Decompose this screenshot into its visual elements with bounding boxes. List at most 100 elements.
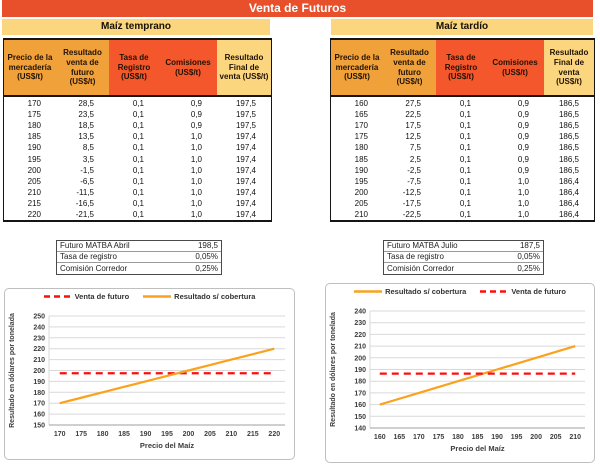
table-cell[interactable]: 186,5 <box>558 165 579 175</box>
table-cell[interactable]: 0,9 <box>517 154 529 164</box>
param-value[interactable]: 0,05% <box>517 252 540 261</box>
table-cell[interactable]: 1,0 <box>190 198 202 208</box>
table-cell[interactable]: -22,5 <box>402 209 421 219</box>
table-cell[interactable]: 1,0 <box>517 187 529 197</box>
table-cell[interactable]: 1,0 <box>190 143 202 153</box>
table-cell[interactable]: 200 <box>27 165 41 175</box>
table-cell[interactable]: 195 <box>354 176 368 186</box>
table-cell[interactable]: 195 <box>27 154 41 164</box>
table-cell[interactable]: 197,4 <box>235 176 256 186</box>
table-cell[interactable]: 185 <box>27 132 41 142</box>
table-cell[interactable]: 1,0 <box>190 187 202 197</box>
param-value[interactable]: 0,25% <box>517 263 540 273</box>
table-cell[interactable]: 190 <box>354 165 368 175</box>
table-cell[interactable]: 0,1 <box>132 154 144 164</box>
table-cell[interactable]: 0,1 <box>132 121 144 131</box>
table-cell[interactable]: 0,1 <box>132 143 144 153</box>
table-cell[interactable]: 1,0 <box>517 209 529 219</box>
table-cell[interactable]: 1,0 <box>190 132 202 142</box>
table-cell[interactable]: 18,5 <box>78 121 94 131</box>
param-value[interactable]: 0,05% <box>195 252 218 261</box>
table-cell[interactable]: 185 <box>354 154 368 164</box>
table-cell[interactable]: -12,5 <box>402 187 421 197</box>
table-cell[interactable]: 1,0 <box>517 198 529 208</box>
table-cell[interactable]: 220 <box>27 209 41 219</box>
table-cell[interactable]: 0,1 <box>132 176 144 186</box>
table-cell[interactable]: -1,5 <box>80 165 94 175</box>
table-cell[interactable]: 0,1 <box>132 165 144 175</box>
table-cell[interactable]: 1,0 <box>190 176 202 186</box>
table-cell[interactable]: 165 <box>354 110 368 120</box>
table-cell[interactable]: 8,5 <box>82 143 94 153</box>
param-value[interactable]: 0,25% <box>195 263 218 273</box>
table-cell[interactable]: 0,9 <box>517 110 529 120</box>
table-cell[interactable]: -16,5 <box>75 198 94 208</box>
table-cell[interactable]: 180 <box>354 143 368 153</box>
table-cell[interactable]: 23,5 <box>78 110 94 120</box>
table-cell[interactable]: 12,5 <box>405 132 421 142</box>
param-value[interactable]: 198,5 <box>197 241 218 250</box>
table-cell[interactable]: 17,5 <box>405 121 421 131</box>
table-cell[interactable]: 197,4 <box>235 187 256 197</box>
table-cell[interactable]: 197,5 <box>235 99 256 109</box>
table-cell[interactable]: 186,4 <box>558 198 579 208</box>
table-cell[interactable]: 0,9 <box>190 99 202 109</box>
table-cell[interactable]: 28,5 <box>78 99 94 109</box>
table-cell[interactable]: 160 <box>354 99 368 109</box>
table-cell[interactable]: 170 <box>354 121 368 131</box>
table-cell[interactable]: 186,5 <box>558 121 579 131</box>
table-cell[interactable]: 1,0 <box>190 209 202 219</box>
table-cell[interactable]: 197,4 <box>235 198 256 208</box>
table-cell[interactable]: 197,4 <box>235 154 256 164</box>
table-cell[interactable]: 186,5 <box>558 132 579 142</box>
table-cell[interactable]: -2,5 <box>407 165 421 175</box>
table-cell[interactable]: 197,4 <box>235 165 256 175</box>
table-cell[interactable]: 186,5 <box>558 99 579 109</box>
table-cell[interactable]: 0,1 <box>459 154 471 164</box>
table-cell[interactable]: 186,5 <box>558 143 579 153</box>
table-cell[interactable]: 0,9 <box>517 99 529 109</box>
table-cell[interactable]: 197,4 <box>235 209 256 219</box>
table-cell[interactable]: 0,1 <box>459 99 471 109</box>
table-cell[interactable]: 210 <box>27 187 41 197</box>
table-cell[interactable]: 0,9 <box>190 110 202 120</box>
table-cell[interactable]: 186,5 <box>558 154 579 164</box>
table-cell[interactable]: 186,4 <box>558 209 579 219</box>
table-cell[interactable]: 186,4 <box>558 187 579 197</box>
table-cell[interactable]: 0,9 <box>517 143 529 153</box>
table-cell[interactable]: 186,4 <box>558 176 579 186</box>
table-cell[interactable]: 0,9 <box>517 132 529 142</box>
table-cell[interactable]: 0,1 <box>459 121 471 131</box>
table-cell[interactable]: 210 <box>354 209 368 219</box>
table-cell[interactable]: 197,4 <box>235 132 256 142</box>
table-cell[interactable]: 0,1 <box>459 209 471 219</box>
table-cell[interactable]: 0,1 <box>132 132 144 142</box>
table-cell[interactable]: 1,0 <box>517 176 529 186</box>
table-cell[interactable]: 7,5 <box>409 143 421 153</box>
table-cell[interactable]: 215 <box>27 198 41 208</box>
table-cell[interactable]: 0,1 <box>459 132 471 142</box>
table-cell[interactable]: 3,5 <box>82 154 94 164</box>
table-cell[interactable]: 0,1 <box>459 143 471 153</box>
table-cell[interactable]: 0,1 <box>459 198 471 208</box>
table-cell[interactable]: 0,1 <box>132 110 144 120</box>
table-cell[interactable]: -17,5 <box>402 198 421 208</box>
table-cell[interactable]: 175 <box>27 110 41 120</box>
table-cell[interactable]: 1,0 <box>190 165 202 175</box>
table-cell[interactable]: 0,9 <box>517 165 529 175</box>
table-cell[interactable]: 13,5 <box>78 132 94 142</box>
table-cell[interactable]: 190 <box>27 143 41 153</box>
table-cell[interactable]: 0,1 <box>132 99 144 109</box>
table-cell[interactable]: -11,5 <box>76 187 94 197</box>
table-cell[interactable]: 205 <box>27 176 41 186</box>
table-cell[interactable]: 0,9 <box>517 121 529 131</box>
table-cell[interactable]: 0,1 <box>132 198 144 208</box>
table-cell[interactable]: 1,0 <box>190 154 202 164</box>
chart-maiz-temprano[interactable]: Venta de futuro Resultado s/ cobertura 150… <box>4 288 295 460</box>
param-value[interactable]: 187,5 <box>519 241 540 250</box>
table-cell[interactable]: 2,5 <box>409 154 421 164</box>
table-cell[interactable]: 197,5 <box>235 110 256 120</box>
table-cell[interactable]: 22,5 <box>405 110 421 120</box>
table-cell[interactable]: -6,5 <box>80 176 94 186</box>
table-cell[interactable]: 0,9 <box>190 121 202 131</box>
